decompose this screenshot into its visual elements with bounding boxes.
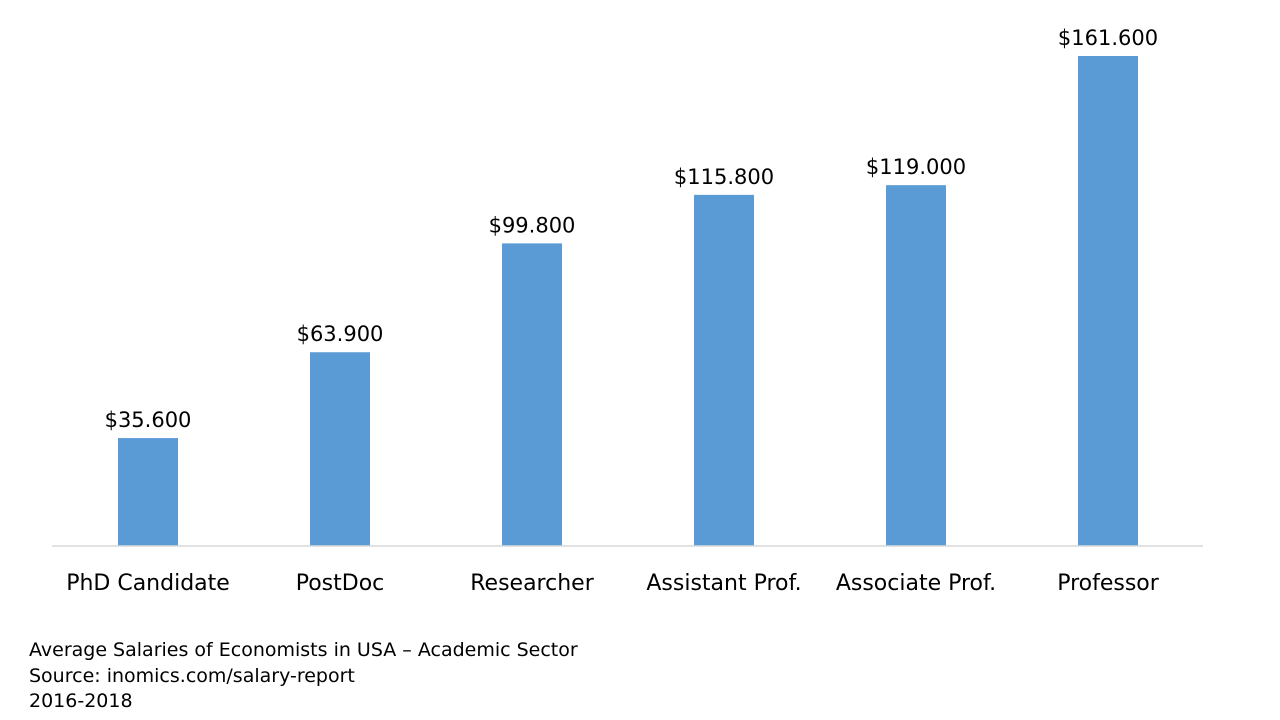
bar-1: [118, 438, 178, 546]
data-label-1: $35.600: [105, 408, 192, 432]
category-labels-group: PhD Candidate PostDoc Researcher Assistant …: [66, 571, 1160, 596]
data-label-2: $63.900: [297, 322, 384, 346]
bar-5: [886, 185, 946, 547]
category-label-3: Researcher: [470, 571, 594, 596]
category-label-4: Assistant Prof.: [646, 571, 801, 596]
bar-6: [1078, 56, 1138, 546]
caption-years: 2016-2018: [29, 690, 133, 712]
data-label-4: $115.800: [674, 165, 774, 189]
caption-title: Average Salaries of Economists in USA – …: [29, 639, 578, 661]
data-label-6: $161.600: [1058, 26, 1158, 50]
caption-source: Source: inomics.com/salary-report: [29, 664, 355, 687]
category-label-6: Professor: [1057, 571, 1160, 596]
bars-group: [118, 56, 1138, 547]
bar-4: [694, 194, 754, 546]
bar-3: [502, 243, 562, 546]
chart-caption: Average Salaries of Economists in USA – …: [29, 638, 578, 715]
bar-chart: $35.600 $63.900 $99.800 $115.800 $119.000 $16…: [52, 26, 1203, 596]
category-label-5: Associate Prof.: [836, 571, 996, 596]
data-labels-group: $35.600 $63.900 $99.800 $115.800 $119.000 $16…: [105, 26, 1159, 432]
data-label-5: $119.000: [866, 155, 966, 179]
data-label-3: $99.800: [489, 213, 576, 237]
category-label-2: PostDoc: [296, 571, 385, 596]
bar-2: [310, 352, 370, 546]
category-label-1: PhD Candidate: [66, 571, 230, 596]
